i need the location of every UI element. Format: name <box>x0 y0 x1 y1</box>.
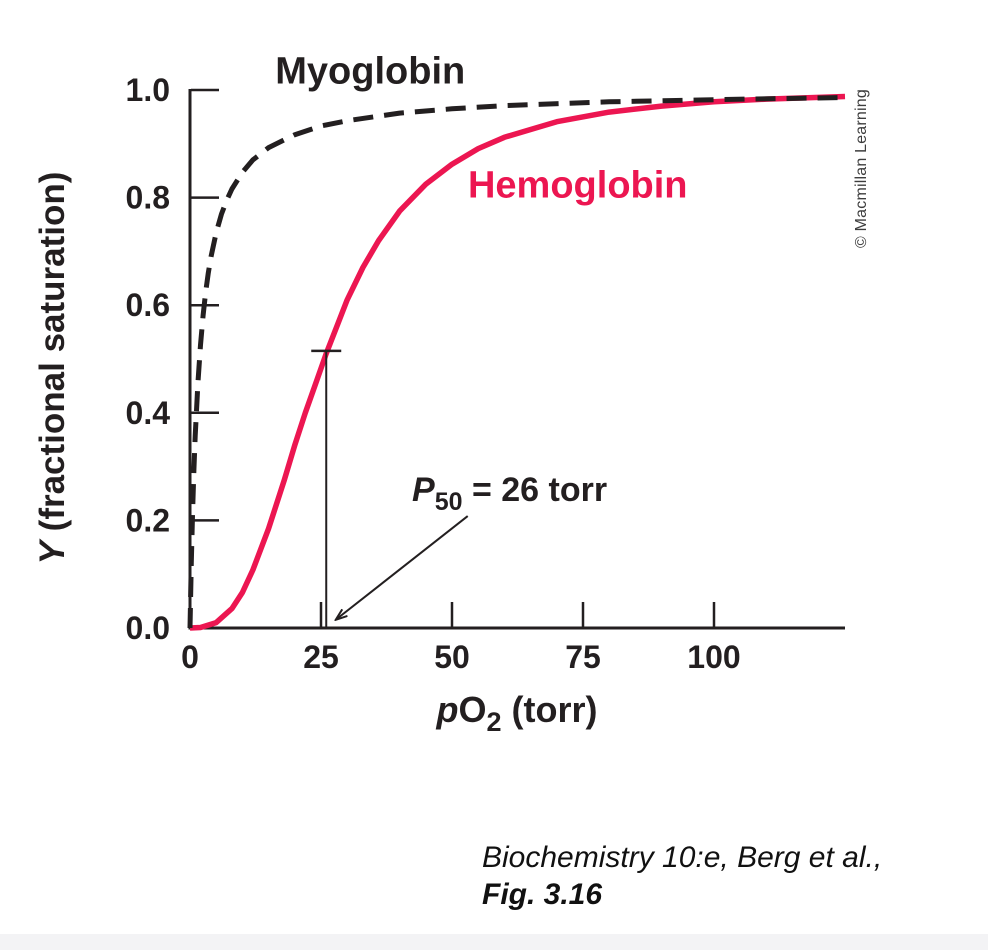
figure: 0 25 50 75 100 0.0 0.2 0.4 0.6 0.8 1.0 Myoglobin Hem… <box>0 51 988 950</box>
y-tick-label: 0.6 <box>126 287 170 323</box>
hemoglobin-curve <box>189 93 846 631</box>
y-tick-label: 1.0 <box>126 72 170 108</box>
x-tick-label: 75 <box>565 639 601 675</box>
publisher-credit: © Macmillan Learning <box>853 89 870 248</box>
citation-line1: Biochemistry 10:e, Berg et al., <box>482 841 883 874</box>
x-tick-label: 0 <box>181 639 199 675</box>
x-axis-title-subscript: 2 <box>487 707 502 737</box>
citation-line2: Fig. 3.16 <box>482 878 603 911</box>
y-axis-title: Y (fractional saturation) <box>33 172 72 565</box>
x-axis-title-main: O <box>458 689 486 730</box>
bottom-strip <box>0 934 988 950</box>
y-axis-title-rest: (fractional saturation) <box>33 172 72 541</box>
x-tick-label: 100 <box>687 639 740 675</box>
chart-generated-content: 0 25 50 75 100 0.0 0.2 0.4 0.6 0.8 1.0 Myoglobin Hem… <box>126 51 846 675</box>
p50-value: = 26 torr <box>463 471 608 509</box>
x-axis-title-italic-part: p <box>435 689 458 730</box>
oxygen-binding-chart: 0 25 50 75 100 0.0 0.2 0.4 0.6 0.8 1.0 Myoglobin Hem… <box>33 51 846 737</box>
y-tick-label: 0.4 <box>126 395 171 431</box>
series-label-myoglobin: Myoglobin <box>275 51 465 93</box>
citation: Biochemistry 10:e, Berg et al., Fig. 3.1… <box>482 839 882 913</box>
myoglobin-curve <box>187 95 846 629</box>
p50-subscript: 50 <box>435 488 463 516</box>
y-tick-label: 0.2 <box>126 502 170 538</box>
p50-arrow <box>336 515 469 619</box>
y-tick-label: 0.0 <box>126 610 170 646</box>
x-tick-label: 25 <box>303 639 339 675</box>
p50-symbol: P <box>412 471 435 509</box>
y-axis-title-italic-part: Y <box>33 538 72 564</box>
x-tick-label: 50 <box>434 639 470 675</box>
series-label-hemoglobin: Hemoglobin <box>468 165 688 207</box>
p50-annotation-label: P50 = 26 torr <box>412 471 607 516</box>
x-axis-title-rest: (torr) <box>502 689 598 730</box>
y-tick-label: 0.8 <box>126 180 170 216</box>
x-axis-title: pO2 (torr) <box>435 689 597 737</box>
